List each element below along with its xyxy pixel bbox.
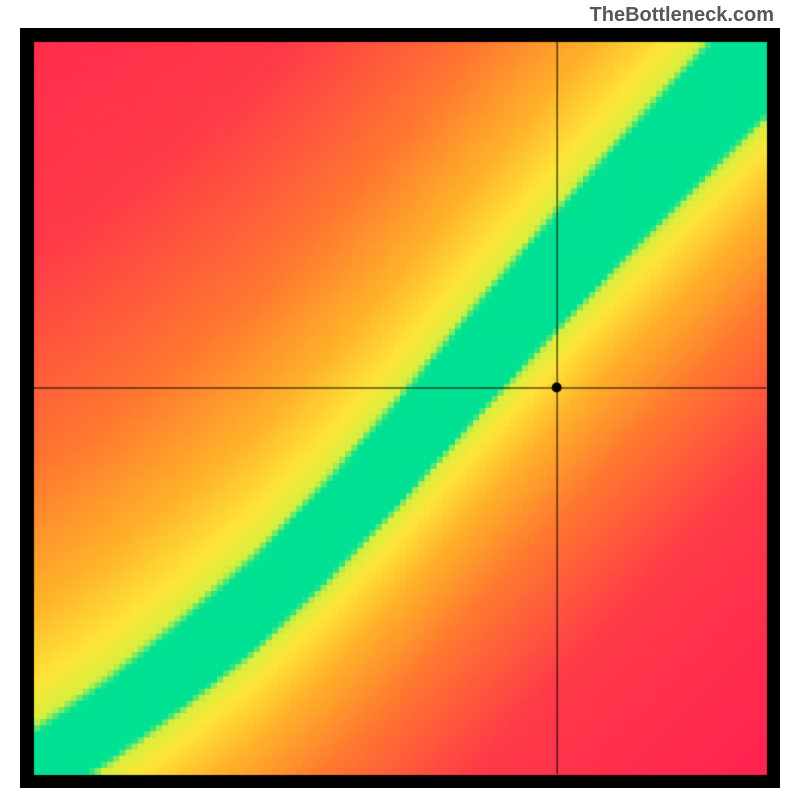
watermark-text: TheBottleneck.com <box>590 4 774 27</box>
heatmap-canvas <box>20 28 780 788</box>
plot-frame <box>20 28 780 788</box>
chart-container: TheBottleneck.com <box>0 0 800 800</box>
